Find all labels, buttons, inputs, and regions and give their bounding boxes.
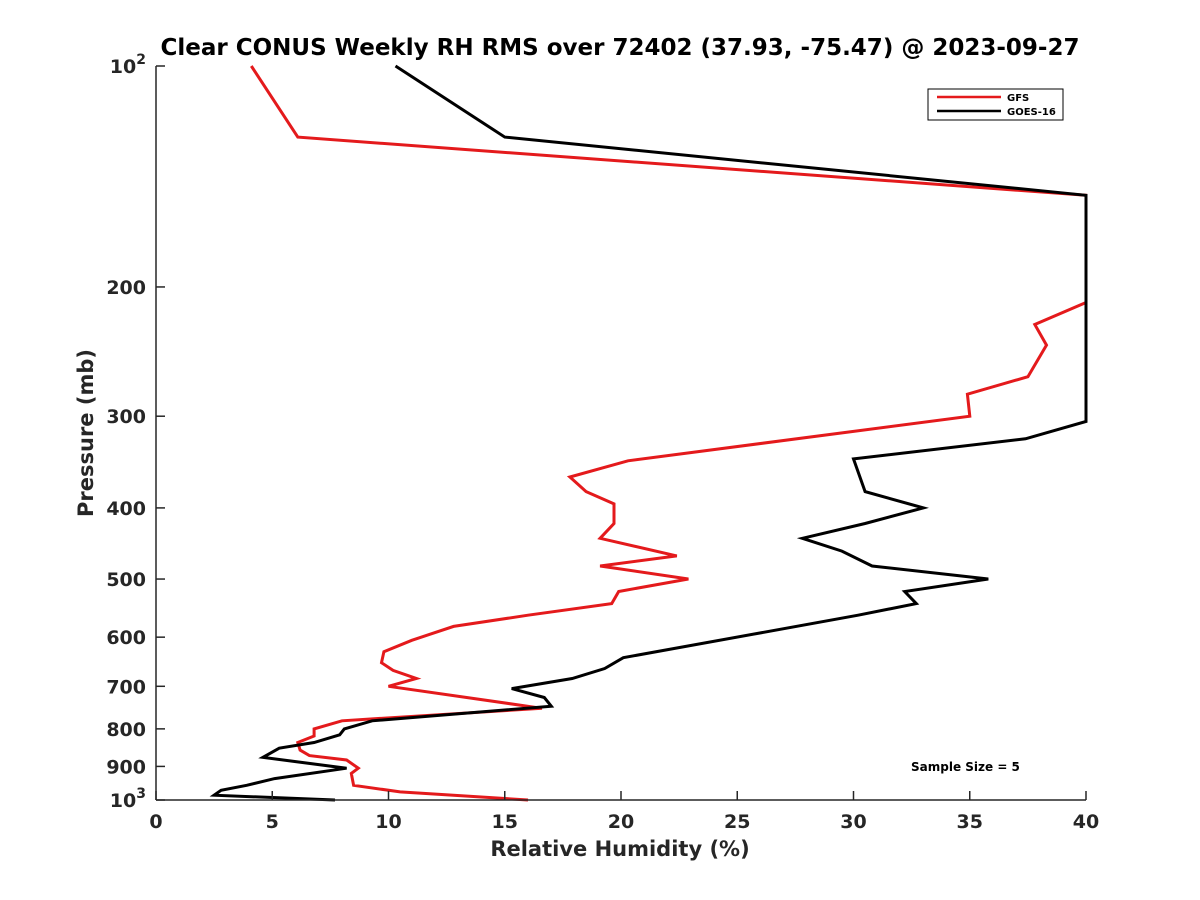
y-tick-label: 600 [106, 627, 146, 649]
series-line-goes-16 [209, 64, 1088, 802]
chart-title: Clear CONUS Weekly RH RMS over 72402 (37… [161, 35, 1080, 61]
y-tick-label: 700 [106, 676, 146, 698]
x-tick-label: 20 [608, 811, 634, 833]
x-tick-label: 0 [149, 811, 162, 833]
x-tick-label: 5 [266, 811, 279, 833]
y-tick-label: 103 [110, 786, 146, 812]
x-tick-label: 10 [375, 811, 401, 833]
y-tick-label: 800 [106, 719, 146, 741]
y-tick-label: 500 [106, 569, 146, 591]
y-tick-label: 300 [106, 406, 146, 428]
x-tick-label: 15 [492, 811, 518, 833]
x-tick-label: 25 [724, 811, 750, 833]
series-layer [209, 64, 1088, 802]
y-tick-label: 102 [110, 52, 146, 78]
y-tick-label: 400 [106, 498, 146, 520]
plot-area: 0 5 10 15 20 25 30 35 40 102 200 300 400 500 600 700 800… [106, 52, 1099, 833]
legend-gfs-label: GFS [1007, 93, 1029, 104]
y-tick-label: 900 [106, 756, 146, 778]
legend-goes16-label: GOES-16 [1007, 107, 1056, 118]
x-tick-label: 35 [957, 811, 983, 833]
axes-layer: 0 5 10 15 20 25 30 35 40 102 200 300 400 500 600 700 800… [106, 52, 1099, 833]
sample-size-annotation: Sample Size = 5 [911, 760, 1020, 774]
y-axis-label: Pressure (mb) [74, 349, 98, 517]
series-line-gfs [250, 65, 1088, 802]
x-tick-label: 30 [840, 811, 866, 833]
legend: GFS GOES-16 [927, 88, 1064, 121]
legend-box [927, 88, 1064, 121]
x-tick-label: 40 [1073, 811, 1099, 833]
x-axis-label: Relative Humidity (%) [490, 837, 749, 861]
y-tick-label: 200 [106, 277, 146, 299]
